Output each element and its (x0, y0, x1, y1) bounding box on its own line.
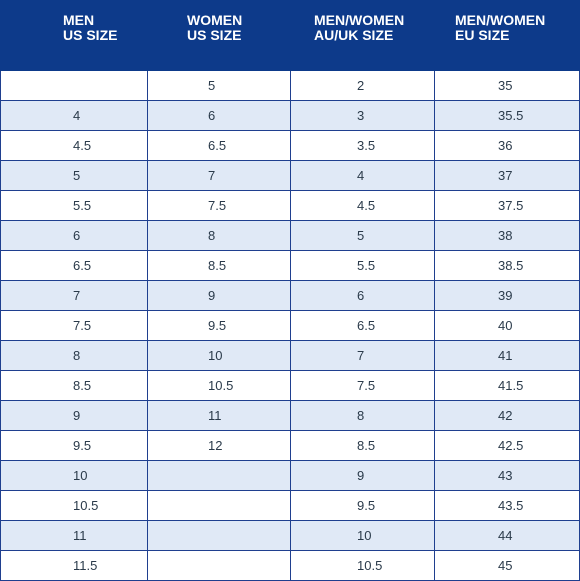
cell-eu: 38 (434, 221, 580, 251)
cell-eu: 35 (434, 71, 580, 101)
table-row: 9 11 8 42 (0, 401, 580, 431)
cell-au-uk: 3.5 (290, 131, 434, 161)
table-row: 11.5 10.5 45 (0, 551, 580, 581)
cell-au-uk: 7.5 (290, 371, 434, 401)
cell-women-us: 9 (147, 281, 290, 311)
cell-eu: 37.5 (434, 191, 580, 221)
table-row: 5.5 7.5 4.5 37.5 (0, 191, 580, 221)
cell-women-us: 11 (147, 401, 290, 431)
cell-men-us: 6.5 (0, 251, 147, 281)
cell-men-us: 4.5 (0, 131, 147, 161)
cell-men-us: 7 (0, 281, 147, 311)
cell-au-uk: 6 (290, 281, 434, 311)
cell-men-us: 9.5 (0, 431, 147, 461)
table-row: 5 2 35 (0, 71, 580, 101)
cell-women-us: 10 (147, 341, 290, 371)
table-row: 11 10 44 (0, 521, 580, 551)
cell-men-us: 8 (0, 341, 147, 371)
cell-women-us (147, 551, 290, 581)
cell-au-uk: 5.5 (290, 251, 434, 281)
table-row: 8 10 7 41 (0, 341, 580, 371)
cell-eu: 44 (434, 521, 580, 551)
cell-women-us: 5 (147, 71, 290, 101)
table-header: MEN US SIZE WOMEN US SIZE MEN/WOMEN AU/U… (0, 0, 580, 71)
cell-women-us: 8.5 (147, 251, 290, 281)
cell-eu: 42 (434, 401, 580, 431)
table-row: 4.5 6.5 3.5 36 (0, 131, 580, 161)
header-women-us-size: WOMEN US SIZE (187, 12, 243, 43)
cell-women-us: 7.5 (147, 191, 290, 221)
cell-eu: 41.5 (434, 371, 580, 401)
cell-men-us: 9 (0, 401, 147, 431)
cell-au-uk: 2 (290, 71, 434, 101)
cell-eu: 36 (434, 131, 580, 161)
cell-women-us: 9.5 (147, 311, 290, 341)
table-row: 6 8 5 38 (0, 221, 580, 251)
table-row: 4 6 3 35.5 (0, 101, 580, 131)
cell-women-us: 6 (147, 101, 290, 131)
cell-au-uk: 4 (290, 161, 434, 191)
table-row: 8.5 10.5 7.5 41.5 (0, 371, 580, 401)
table-row: 7 9 6 39 (0, 281, 580, 311)
cell-men-us: 5 (0, 161, 147, 191)
table-row: 6.5 8.5 5.5 38.5 (0, 251, 580, 281)
cell-au-uk: 7 (290, 341, 434, 371)
cell-men-us: 10 (0, 461, 147, 491)
table-row: 5 7 4 37 (0, 161, 580, 191)
table-row: 10 9 43 (0, 461, 580, 491)
cell-men-us (0, 71, 147, 101)
cell-eu: 42.5 (434, 431, 580, 461)
cell-au-uk: 4.5 (290, 191, 434, 221)
cell-men-us: 7.5 (0, 311, 147, 341)
cell-eu: 43.5 (434, 491, 580, 521)
cell-women-us: 6.5 (147, 131, 290, 161)
cell-au-uk: 8.5 (290, 431, 434, 461)
cell-men-us: 8.5 (0, 371, 147, 401)
table-row: 10.5 9.5 43.5 (0, 491, 580, 521)
header-eu-size: MEN/WOMEN EU SIZE (455, 12, 546, 43)
cell-eu: 41 (434, 341, 580, 371)
cell-eu: 39 (434, 281, 580, 311)
cell-women-us (147, 461, 290, 491)
cell-au-uk: 9 (290, 461, 434, 491)
cell-women-us (147, 521, 290, 551)
cell-women-us: 7 (147, 161, 290, 191)
cell-eu: 45 (434, 551, 580, 581)
cell-eu: 37 (434, 161, 580, 191)
cell-women-us: 12 (147, 431, 290, 461)
table-row: 7.5 9.5 6.5 40 (0, 311, 580, 341)
cell-au-uk: 5 (290, 221, 434, 251)
cell-men-us: 10.5 (0, 491, 147, 521)
cell-women-us: 8 (147, 221, 290, 251)
cell-women-us (147, 491, 290, 521)
cell-eu: 43 (434, 461, 580, 491)
cell-men-us: 6 (0, 221, 147, 251)
cell-au-uk: 6.5 (290, 311, 434, 341)
cell-eu: 40 (434, 311, 580, 341)
table-row: 9.5 12 8.5 42.5 (0, 431, 580, 461)
cell-au-uk: 8 (290, 401, 434, 431)
cell-eu: 38.5 (434, 251, 580, 281)
cell-au-uk: 10 (290, 521, 434, 551)
cell-eu: 35.5 (434, 101, 580, 131)
cell-men-us: 4 (0, 101, 147, 131)
cell-men-us: 11.5 (0, 551, 147, 581)
header-au-uk-size: MEN/WOMEN AU/UK SIZE (314, 12, 405, 43)
cell-au-uk: 10.5 (290, 551, 434, 581)
header-men-us-size: MEN US SIZE (63, 12, 118, 43)
cell-men-us: 5.5 (0, 191, 147, 221)
cell-au-uk: 3 (290, 101, 434, 131)
cell-men-us: 11 (0, 521, 147, 551)
table-body: 5 2 35 4 6 3 35.5 4.5 6.5 3.5 36 5 7 4 37 5.5 7.5 4.5 37.5… (0, 71, 580, 581)
cell-au-uk: 9.5 (290, 491, 434, 521)
cell-women-us: 10.5 (147, 371, 290, 401)
